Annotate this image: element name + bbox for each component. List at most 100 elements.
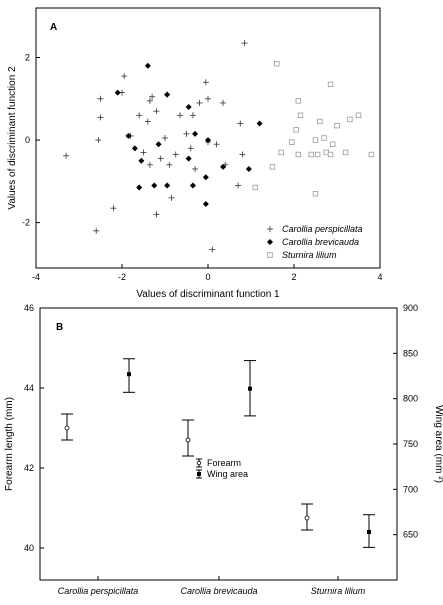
- scatter-point-series-0: [172, 151, 179, 158]
- scatter-point-series-2: [342, 149, 349, 156]
- legend-marker-0: [267, 226, 273, 232]
- y-tick-label: 2: [25, 53, 30, 63]
- x-tick-label: 0: [205, 272, 210, 282]
- x-tick-label: -2: [118, 272, 126, 282]
- scatter-point-series-0: [220, 99, 227, 106]
- scatter-point-series-2: [293, 127, 299, 133]
- panel-b-errorbar: B 40 42 44 46 650 700 750 800 850 900 Carollia per…: [4, 303, 443, 596]
- scatter-point-series-1: [114, 89, 121, 96]
- legend-marker-1: [267, 239, 273, 245]
- legend-label: Carollia perspicillata: [282, 224, 363, 234]
- panel-a-legend: Carollia perspicillata Carollia brevicaud…: [267, 224, 363, 260]
- scatter-point-series-1: [220, 163, 227, 170]
- scatter-point-series-1: [125, 132, 132, 139]
- scatter-point-series-0: [97, 95, 104, 102]
- scatter-point-series-0: [237, 120, 244, 127]
- x-tick-label: -4: [32, 272, 40, 282]
- scatter-point-series-0: [235, 182, 242, 189]
- right-y-tick-label: 700: [403, 484, 418, 494]
- legend-label: Carollia brevicauda: [282, 237, 359, 247]
- scatter-point-series-2: [295, 98, 301, 104]
- scatter-point-series-0: [189, 112, 196, 119]
- right-y-tick-label: 750: [403, 439, 418, 449]
- scatter-point-series-1: [205, 137, 211, 144]
- scatter-point-series-0: [146, 97, 153, 104]
- scatter-point-series-0: [93, 227, 100, 234]
- scatter-point-series-0: [205, 95, 211, 102]
- scatter-point-series-0: [136, 112, 143, 119]
- right-y-tick-label: 900: [403, 303, 418, 313]
- mean-marker: [64, 425, 70, 431]
- scatter-point-series-1: [151, 182, 158, 189]
- left-y-tick-label: 44: [24, 383, 34, 393]
- scatter-point-series-1: [144, 62, 151, 69]
- scatter-point-series-1: [256, 120, 263, 127]
- panel-b-left-axis-label: Forearm length (mm): [4, 397, 15, 491]
- scatter-point-series-0: [213, 141, 220, 148]
- scatter-point-series-1: [192, 130, 199, 137]
- scatter-point-series-2: [297, 112, 304, 119]
- panel-a-ticks: -4 -2 0 2 4 -2 0 2: [22, 53, 383, 282]
- panel-b-error-bars: [61, 358, 375, 548]
- scatter-point-series-0: [140, 149, 147, 156]
- panel-b-right-axis-label: Wing area (mm ²): [433, 405, 443, 483]
- left-y-tick-label: 40: [24, 543, 34, 553]
- scatter-point-series-0: [202, 79, 209, 86]
- scatter-point-series-2: [289, 139, 295, 145]
- scatter-point-series-0: [144, 118, 151, 125]
- scatter-point-series-0: [162, 135, 168, 141]
- left-y-tick-label: 46: [24, 303, 34, 313]
- error-bar-forearm: [182, 419, 194, 457]
- mean-marker: [248, 386, 252, 391]
- mean-marker: [304, 515, 310, 521]
- scatter-point-series-0: [63, 152, 70, 159]
- scatter-point-series-2: [329, 141, 336, 147]
- right-y-tick-label: 650: [403, 530, 418, 540]
- scatter-point-series-0: [183, 130, 190, 137]
- x-tick-label: 2: [291, 272, 296, 282]
- panel-a-scatter: A -4 -2 0 2 4 -2 0 2 Values of discriminant fun…: [7, 7, 383, 300]
- error-bar-wing-area: [244, 360, 256, 417]
- scatter-point-series-0: [153, 108, 160, 115]
- panel-a-x-axis-label: Values of discriminant function 1: [136, 289, 280, 300]
- category-label: Sturnira lilium: [311, 586, 366, 596]
- x-tick-label: 4: [377, 272, 382, 282]
- scatter-point-series-0: [187, 145, 194, 152]
- legend-label: Sturnira lilium: [282, 250, 337, 260]
- panel-a-points: [63, 40, 375, 253]
- scatter-point-series-2: [368, 151, 375, 158]
- scatter-point-series-2: [317, 118, 323, 125]
- scatter-point-series-0: [239, 151, 246, 158]
- error-bar-wing-area: [363, 514, 375, 548]
- legend-item-0: Forearm: [196, 458, 241, 468]
- scatter-point-series-2: [295, 151, 301, 158]
- scatter-point-series-0: [121, 73, 128, 80]
- scatter-point-series-0: [157, 155, 164, 162]
- mean-marker: [127, 372, 131, 377]
- scatter-point-series-2: [347, 116, 353, 123]
- scatter-point-series-0: [146, 161, 153, 168]
- panel-b-label: B: [56, 322, 63, 333]
- scatter-point-series-2: [314, 151, 321, 158]
- scatter-point-series-1: [155, 141, 162, 148]
- scatter-point-series-0: [149, 93, 156, 100]
- panel-a-label: A: [50, 22, 57, 33]
- scatter-point-series-1: [202, 201, 209, 208]
- scatter-point-series-2: [278, 149, 284, 156]
- scatter-point-series-2: [327, 81, 334, 88]
- scatter-point-series-2: [312, 137, 319, 143]
- scatter-point-series-2: [308, 151, 314, 158]
- scatter-point-series-0: [168, 194, 175, 201]
- scatter-point-series-0: [209, 246, 216, 253]
- scatter-point-series-0: [196, 99, 203, 106]
- legend-marker-2: [267, 252, 273, 258]
- scatter-point-series-2: [252, 184, 258, 191]
- right-y-tick-label: 850: [403, 348, 418, 358]
- legend-marker: [196, 460, 202, 466]
- panel-b-ticks: 40 42 44 46 650 700 750 800 850 900 Carollia persp…: [24, 303, 418, 596]
- error-bar-forearm: [61, 413, 73, 441]
- category-label: Carollia perspicillata: [58, 586, 139, 596]
- scatter-point-series-0: [110, 205, 117, 212]
